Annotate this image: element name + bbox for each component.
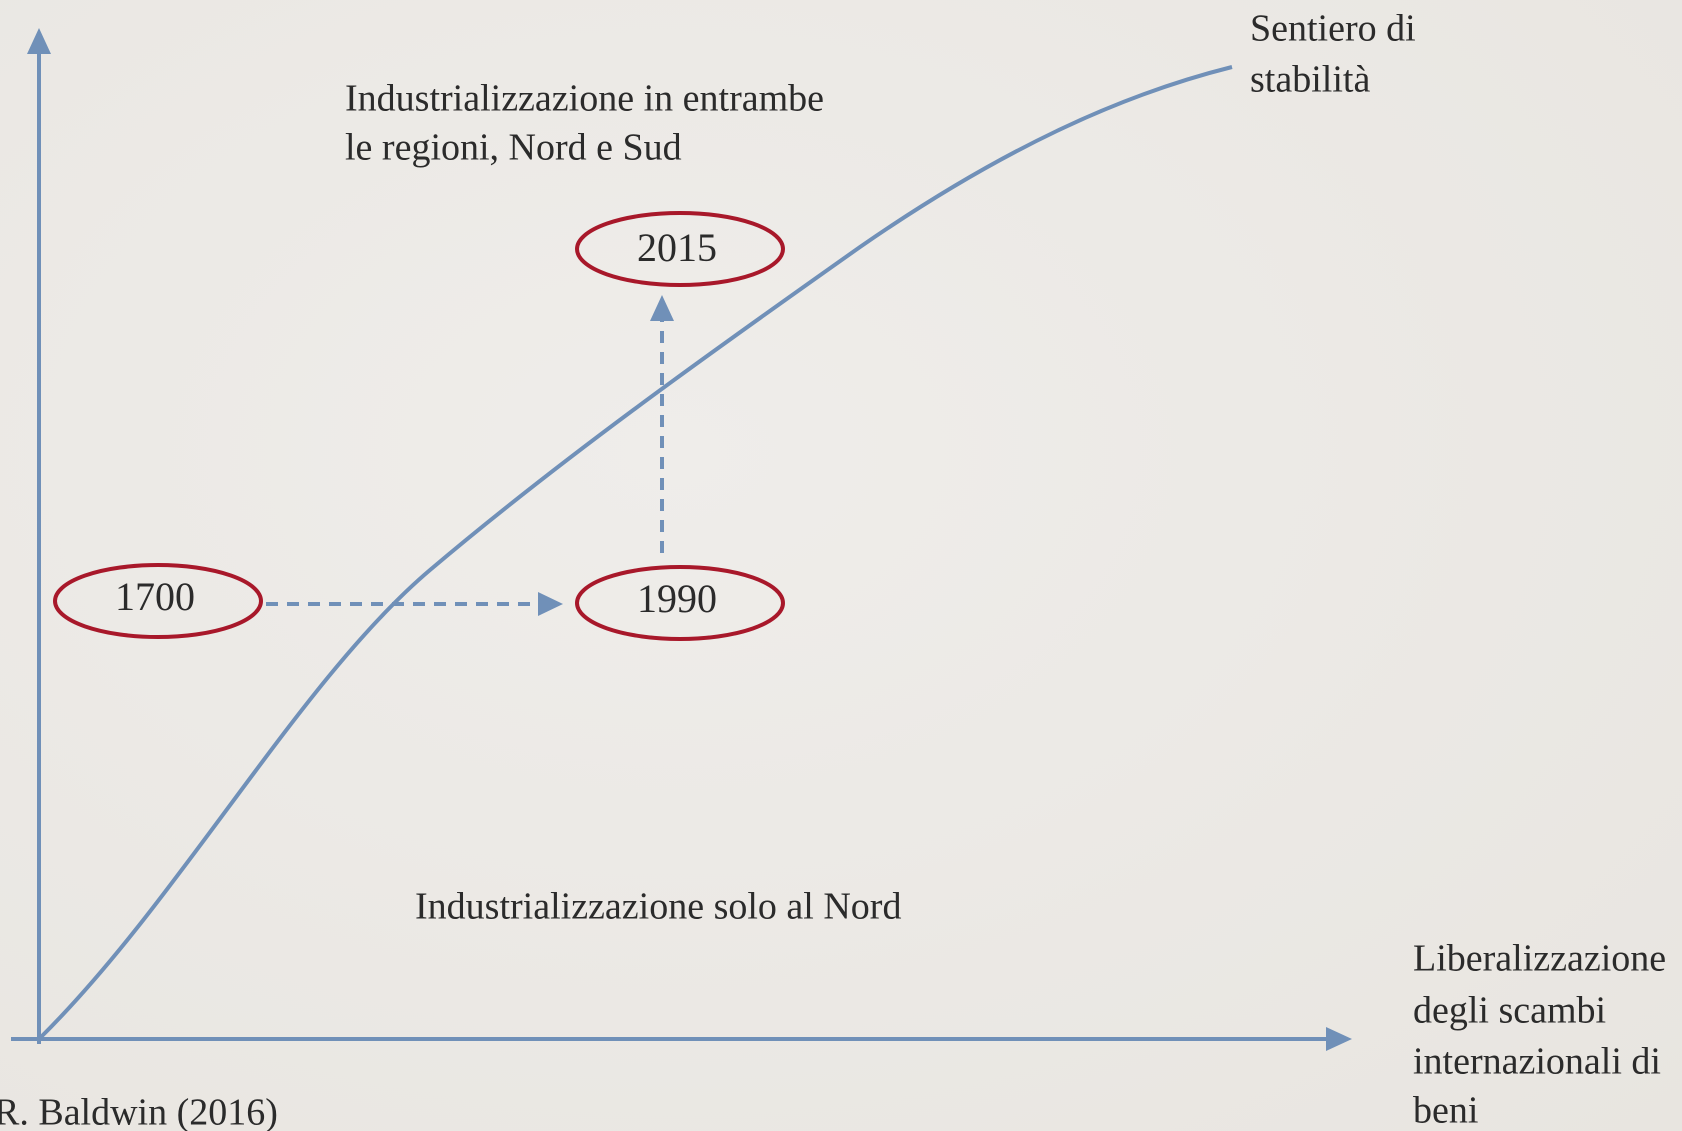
arrow-head [650,295,674,321]
curve-label: Sentiero di [1250,8,1416,50]
x-axis-label: beni [1413,1090,1478,1131]
year-ellipse [575,211,785,287]
x-axis-label: internazionali di [1413,1041,1661,1083]
stability-curve [37,65,1233,1041]
x-axis-label: degli scambi [1413,990,1606,1032]
source: R. Baldwin (2016) [0,1092,278,1131]
year-label: 2015 [637,225,717,270]
arrow-head [538,592,563,616]
x-axis-arrow [1326,1027,1352,1051]
region-label: Industrializzazione in entrambe [345,78,824,120]
year-label: 1700 [115,574,195,619]
y-axis-arrow [27,28,51,54]
curve-label: stabilità [1250,59,1370,101]
region-label: Industrializzazione solo al Nord [415,886,901,928]
region-label: le regioni, Nord e Sud [345,127,682,169]
x-axis-label: Liberalizzazione [1413,938,1666,980]
year-ellipse [53,563,263,639]
year-label: 1990 [637,576,717,621]
year-ellipse [575,565,785,641]
